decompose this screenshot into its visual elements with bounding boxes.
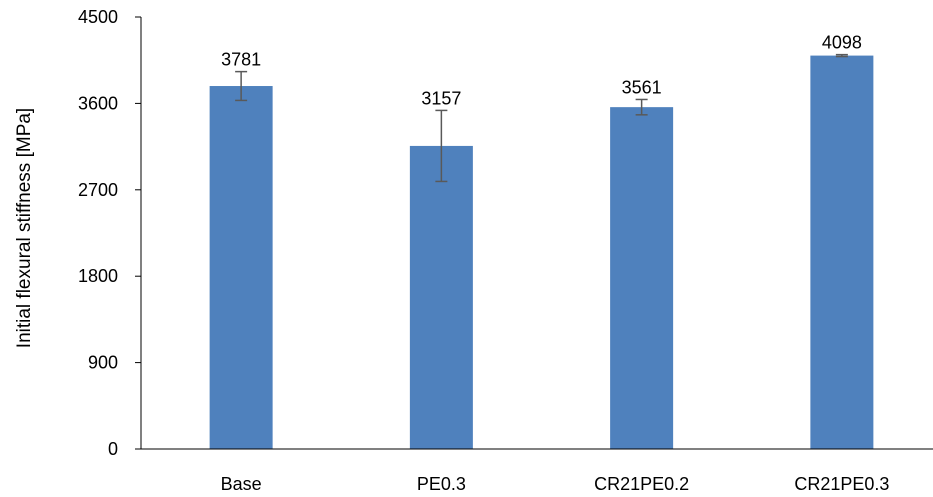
y-tick-label: 0 [108,439,118,459]
x-axis-ticks: Base PE0.3 CR21PE0.2 CR21PE0.3 [221,474,890,494]
y-tick-label: 4500 [78,7,118,27]
y-tick-label: 2700 [78,180,118,200]
x-tick-label: PE0.3 [417,474,466,494]
data-label: 3561 [622,77,662,97]
y-tick-label: 900 [88,353,118,373]
bar [409,145,473,450]
error-bar [235,70,248,102]
y-tick-label: 1800 [78,266,118,286]
x-tick-label: Base [221,474,262,494]
x-tick-label: CR21PE0.2 [594,474,689,494]
error-bar [835,53,848,58]
y-tick-label: 3600 [78,93,118,113]
y-axis-title: Initial flexural stiffness [MPa] [14,108,35,348]
data-label: 4098 [822,33,862,53]
x-tick-label: CR21PE0.3 [794,474,889,494]
y-axis-title-group: Initial flexural stiffness [MPa] [14,108,35,348]
error-bar [435,109,448,183]
bar [810,55,874,449]
error-bars [235,53,848,183]
data-labels: 3781 3157 3561 4098 [221,33,862,109]
data-label: 3781 [221,50,261,70]
bars [209,55,874,450]
bar [610,107,674,450]
data-label: 3157 [421,88,461,108]
y-axis-ticks: 0 900 1800 2700 3600 4500 [78,7,141,459]
bar [209,86,273,450]
error-bar [635,98,648,116]
